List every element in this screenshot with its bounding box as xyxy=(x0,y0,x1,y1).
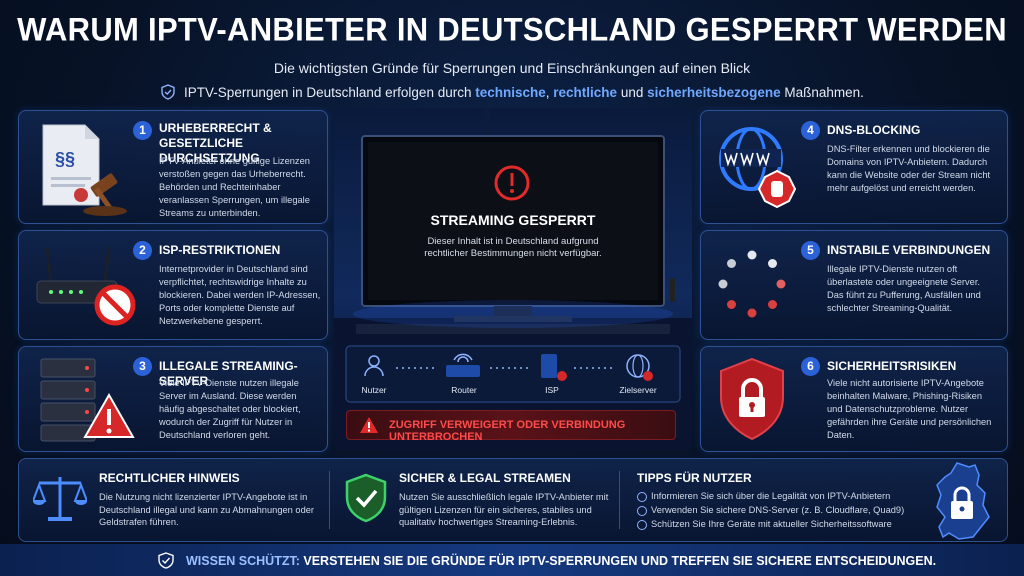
network-node: ISP xyxy=(545,385,559,395)
tv-scene xyxy=(334,108,692,450)
subtitle: Die wichtigsten Gründe für Sperrungen un… xyxy=(273,60,751,76)
card-text: Viele nicht autorisierte IPTV-Angebote b… xyxy=(827,378,992,440)
dns-block-icon xyxy=(719,127,797,209)
footer: WISSEN SCHÜTZT: VERSTEHEN SIE DIE GRÜNDE… xyxy=(0,544,1024,576)
tv-title: STREAMING GESPERRT xyxy=(430,212,596,228)
warning-bar: ZUGRIFF VERWEIGERT ODER VERBINDUNG UNTER… xyxy=(346,410,676,443)
bottom-panel: RECHTLICHER HINWEIS Die Nutzung nicht li… xyxy=(18,458,1008,542)
divider xyxy=(619,471,620,529)
card-title: ISP-RESTRIKTIONEN xyxy=(159,243,281,257)
loading-icon xyxy=(718,250,786,318)
card-text: Internetprovider in Deutschland sind ver… xyxy=(159,264,321,326)
card: 3 ILLEGALE STREAMING-SERVER Viele IPTV-D… xyxy=(18,346,328,452)
intro-highlight: sicherheitsbezogene xyxy=(647,85,781,100)
security-shield-icon xyxy=(720,357,784,441)
card-text: Viele IPTV-Dienste nutzen illegale Serve… xyxy=(159,378,301,440)
card-title: INSTABILE VERBINDUNGEN xyxy=(827,243,991,257)
section-text: Nutzen Sie ausschließlich legale IPTV-An… xyxy=(399,492,609,527)
card-number: 5 xyxy=(801,241,820,260)
card: §§ 1 URHEBERRECHT & GESETZLICHE DURCHSET… xyxy=(18,110,328,224)
intro-text: Maßnahmen. xyxy=(780,85,864,100)
card-title: DNS-BLOCKING xyxy=(827,123,921,137)
divider xyxy=(329,471,330,529)
intro-highlight: rechtliche xyxy=(553,85,618,100)
tv-illustration xyxy=(334,108,692,450)
card-number: 3 xyxy=(133,357,152,376)
footer-shield-icon xyxy=(158,552,174,569)
server-warning-icon xyxy=(40,358,135,442)
section-title: TIPPS FÜR NUTZER xyxy=(637,471,752,485)
network-node: Router xyxy=(451,385,477,395)
card-text: Illegale IPTV-Dienste nutzen oft überlas… xyxy=(827,264,981,313)
card-number: 4 xyxy=(801,121,820,140)
intro-highlight: technische xyxy=(475,85,546,100)
intro-text: und xyxy=(617,85,648,100)
network-node: Zielserver xyxy=(619,385,657,395)
footer-key: WISSEN SCHÜTZT: xyxy=(186,554,300,568)
section-text: Die Nutzung nicht lizenzierter IPTV-Ange… xyxy=(99,492,315,527)
card: 2 ISP-RESTRIKTIONEN Internetprovider in … xyxy=(18,230,328,340)
warning-text: ZUGRIFF VERWEIGERT ODER VERBINDUNG UNTER… xyxy=(389,419,626,443)
router-block-icon xyxy=(36,246,136,326)
card-text: IPTV-Anbieter ohne gültige Lizenzen vers… xyxy=(159,156,310,218)
check-shield-icon xyxy=(345,473,387,523)
intro-text: IPTV-Sperrungen in Deutschland erfolgen … xyxy=(184,85,476,100)
intro-text: , xyxy=(545,85,554,100)
card-title: ILLEGALE STREAMING-SERVER xyxy=(159,359,298,388)
card: 4 DNS-BLOCKING DNS-Filter erkennen und b… xyxy=(700,110,1008,224)
title: WARUM IPTV-ANBIETER IN DEUTSCHLAND GESPE… xyxy=(17,11,1007,48)
network-node: Nutzer xyxy=(361,385,387,395)
card-number: 6 xyxy=(801,357,820,376)
scales-icon xyxy=(33,477,87,521)
card: 5 INSTABILE VERBINDUNGEN Illegale IPTV-D… xyxy=(700,230,1008,340)
card-number: 2 xyxy=(133,241,152,260)
section-title: SICHER & LEGAL STREAMEN xyxy=(399,471,571,485)
footer-message: VERSTEHEN SIE DIE GRÜNDE FÜR IPTV-SPERRU… xyxy=(299,554,937,568)
tip: Schützen Sie Ihre Geräte mit aktueller S… xyxy=(637,519,892,530)
card: 6 SICHERHEITSRISIKEN Viele nicht autoris… xyxy=(700,346,1008,452)
card-number: 1 xyxy=(133,121,152,140)
card-text: DNS-Filter erkennen und blockieren die D… xyxy=(827,144,991,193)
tip: Verwenden Sie sichere DNS-Server (z. B. … xyxy=(637,505,904,516)
svg-text:§§: §§ xyxy=(55,149,75,169)
warning-icon xyxy=(360,417,378,433)
intro: IPTV-Sperrungen in Deutschland erfolgen … xyxy=(0,84,1024,100)
shield-icon xyxy=(161,84,175,100)
tv-text: Dieser Inhalt ist in Deutschland aufgrun… xyxy=(424,236,602,259)
footer-text: WISSEN SCHÜTZT: VERSTEHEN SIE DIE GRÜNDE… xyxy=(186,554,936,568)
tip: Informieren Sie sich über die Legalität … xyxy=(637,491,890,502)
section-title: RECHTLICHER HINWEIS xyxy=(99,471,240,485)
card-title: URHEBERRECHT & GESETZLICHE DURCHSETZUNG xyxy=(159,121,272,165)
copyright-icon: §§ xyxy=(42,124,127,216)
germany-lock-icon xyxy=(936,462,990,540)
card-title: SICHERHEITSRISIKEN xyxy=(827,359,957,373)
